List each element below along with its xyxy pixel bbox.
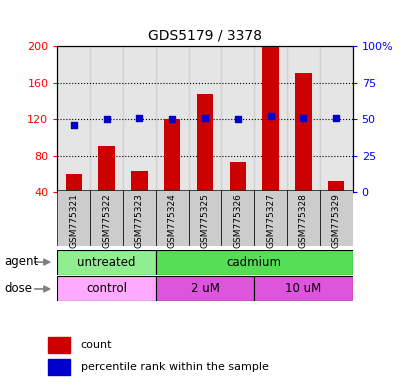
Bar <box>131 171 147 192</box>
Bar <box>294 73 311 192</box>
Text: GSM775324: GSM775324 <box>167 193 176 248</box>
Text: GSM775323: GSM775323 <box>135 193 144 248</box>
Bar <box>48 337 70 353</box>
Bar <box>188 190 221 246</box>
Bar <box>90 46 123 192</box>
Text: GSM775322: GSM775322 <box>102 193 111 248</box>
Bar <box>319 190 352 246</box>
Text: count: count <box>81 340 112 350</box>
Bar <box>65 174 82 192</box>
Bar <box>123 46 155 192</box>
Text: dose: dose <box>4 282 32 295</box>
Bar <box>254 46 286 192</box>
Bar <box>221 190 254 246</box>
Text: GSM775328: GSM775328 <box>298 193 307 248</box>
Text: GSM775326: GSM775326 <box>233 193 242 248</box>
Point <box>299 114 306 121</box>
Text: cadmium: cadmium <box>226 256 281 268</box>
Text: untreated: untreated <box>77 256 135 268</box>
Text: agent: agent <box>4 255 38 268</box>
Text: GSM775327: GSM775327 <box>265 193 274 248</box>
Bar <box>57 190 90 246</box>
Bar <box>229 162 245 192</box>
Text: percentile rank within the sample: percentile rank within the sample <box>81 362 268 372</box>
Point <box>332 114 339 121</box>
Text: GSM775325: GSM775325 <box>200 193 209 248</box>
Bar <box>155 190 188 246</box>
Bar <box>155 46 188 192</box>
Bar <box>286 190 319 246</box>
Text: GSM775321: GSM775321 <box>69 193 78 248</box>
Point <box>103 116 110 122</box>
Bar <box>254 190 286 246</box>
Bar <box>262 46 278 192</box>
Bar <box>57 46 90 192</box>
Text: control: control <box>86 283 127 295</box>
Bar <box>221 46 254 192</box>
Text: 10 uM: 10 uM <box>285 283 321 295</box>
Bar <box>48 359 70 375</box>
Bar <box>254 276 352 301</box>
Title: GDS5179 / 3378: GDS5179 / 3378 <box>148 28 261 42</box>
Bar <box>319 46 352 192</box>
Bar <box>155 276 254 301</box>
Point <box>136 114 142 121</box>
Point <box>169 116 175 122</box>
Bar <box>155 250 352 275</box>
Bar <box>327 181 344 192</box>
Bar <box>188 46 221 192</box>
Bar <box>57 276 155 301</box>
Text: GSM775329: GSM775329 <box>331 193 340 248</box>
Bar <box>90 190 123 246</box>
Text: 2 uM: 2 uM <box>190 283 219 295</box>
Bar <box>286 46 319 192</box>
Bar <box>123 190 155 246</box>
Point <box>267 113 273 119</box>
Point <box>201 114 208 121</box>
Bar <box>196 94 213 192</box>
Point <box>70 122 77 128</box>
Bar <box>98 146 115 192</box>
Bar <box>57 250 155 275</box>
Point <box>234 116 240 122</box>
Bar <box>164 119 180 192</box>
